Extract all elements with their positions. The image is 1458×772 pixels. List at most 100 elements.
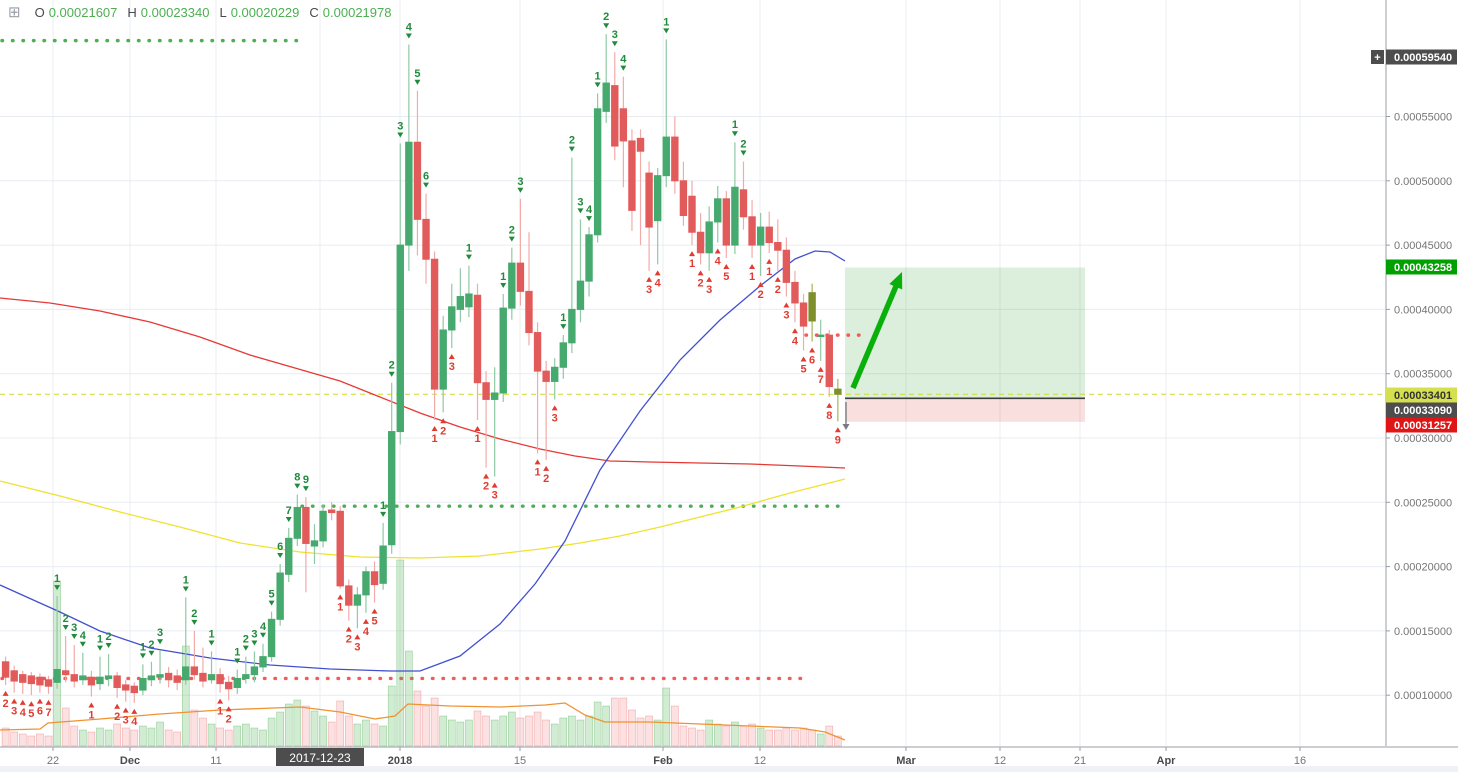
svg-text:3: 3 [251, 628, 257, 640]
svg-text:1: 1 [337, 601, 343, 613]
time-tick-label: 11 [210, 755, 221, 767]
svg-text:1: 1 [560, 312, 566, 324]
svg-text:2: 2 [389, 360, 395, 372]
price-badge: 0.00059540 [1386, 49, 1457, 65]
price-tick-label: 0.00015000 [1394, 626, 1452, 638]
svg-text:9: 9 [835, 434, 841, 446]
position-stop-zone [845, 398, 1085, 422]
svg-text:1: 1 [97, 634, 103, 646]
time-tick-label: Feb [653, 755, 673, 767]
time-tick-label: 12 [754, 755, 766, 767]
add-alert-plus-button[interactable]: + [1371, 50, 1384, 64]
time-tick-label: 2018 [388, 755, 412, 767]
svg-text:2: 2 [509, 225, 515, 237]
svg-text:0.00031257: 0.00031257 [1394, 420, 1452, 432]
svg-text:1: 1 [88, 709, 94, 721]
price-badge: 0.00033090 [1386, 402, 1457, 418]
price-axis[interactable]: 0.00055000 0.00050000 0.00045000 0.00040000… [1385, 0, 1458, 772]
svg-text:3: 3 [706, 284, 712, 296]
svg-text:7: 7 [286, 505, 292, 517]
svg-text:1: 1 [534, 466, 540, 478]
time-tick-label: 15 [514, 755, 526, 767]
trend-arrow-drawing[interactable] [850, 272, 903, 390]
price-tick-label: 0.00045000 [1394, 240, 1452, 252]
open-value: 0.00021607 [48, 5, 118, 20]
price-tick-label: 0.00040000 [1394, 304, 1452, 316]
svg-text:4: 4 [792, 335, 799, 347]
svg-text:2: 2 [440, 425, 446, 437]
volume-series [1, 559, 842, 747]
svg-text:4: 4 [363, 626, 370, 638]
date-crosshair-badge: 2017-12-23 [276, 748, 364, 767]
high-value: 0.00023340 [140, 5, 210, 20]
position-profit-zone [845, 267, 1085, 399]
svg-text:7: 7 [818, 374, 824, 386]
svg-text:1: 1 [140, 641, 146, 653]
svg-text:3: 3 [612, 29, 618, 41]
price-tick-label: 0.00035000 [1394, 369, 1452, 381]
svg-text:0.00059540: 0.00059540 [1394, 52, 1452, 64]
svg-text:1: 1 [749, 271, 755, 283]
price-tick-label: 0.00010000 [1394, 690, 1452, 702]
svg-text:4: 4 [586, 204, 593, 216]
svg-text:2: 2 [191, 608, 197, 620]
svg-text:1: 1 [663, 16, 669, 28]
low-label: L [219, 5, 227, 20]
svg-text:4: 4 [620, 54, 627, 66]
svg-text:4: 4 [715, 256, 722, 268]
time-tick-label: 16 [1294, 755, 1306, 767]
svg-text:3: 3 [11, 706, 17, 718]
svg-text:+: + [1374, 52, 1380, 64]
svg-text:1: 1 [595, 70, 601, 82]
svg-text:1: 1 [380, 500, 386, 512]
svg-text:2: 2 [543, 473, 549, 485]
price-badge: 0.00043258 [1386, 259, 1457, 275]
svg-text:2: 2 [483, 481, 489, 493]
scrollbar-strip[interactable] [0, 766, 1458, 772]
svg-text:1: 1 [208, 628, 214, 640]
svg-text:8: 8 [294, 472, 300, 484]
long-position-tool[interactable] [845, 267, 1085, 422]
price-badge: 0.00031257 [1386, 417, 1457, 433]
svg-text:2: 2 [603, 11, 609, 23]
svg-text:0.00033090: 0.00033090 [1394, 405, 1452, 417]
svg-text:3: 3 [449, 361, 455, 373]
legend-grid-icon[interactable]: ⊞ [8, 4, 21, 21]
price-tick-label: 0.00055000 [1394, 112, 1452, 124]
svg-text:5: 5 [269, 589, 275, 601]
svg-text:6: 6 [277, 541, 283, 553]
svg-text:3: 3 [397, 121, 403, 133]
svg-text:1: 1 [766, 266, 772, 278]
svg-text:3: 3 [783, 310, 789, 322]
svg-text:3: 3 [71, 622, 77, 634]
svg-text:2017-12-23: 2017-12-23 [289, 751, 351, 765]
svg-text:2: 2 [740, 139, 746, 151]
time-tick-label: Dec [120, 755, 140, 767]
svg-text:3: 3 [646, 284, 652, 296]
svg-text:3: 3 [354, 641, 360, 653]
svg-text:3: 3 [123, 715, 129, 727]
close-value: 0.00021978 [322, 5, 392, 20]
svg-text:1: 1 [234, 646, 240, 658]
svg-text:1: 1 [689, 258, 695, 270]
ma-blue-line [0, 250, 846, 672]
svg-text:3: 3 [517, 176, 523, 188]
svg-text:5: 5 [371, 616, 377, 628]
svg-text:6: 6 [809, 355, 815, 367]
svg-text:1: 1 [217, 706, 223, 718]
svg-text:4: 4 [406, 21, 413, 33]
grid-lines [0, 0, 1385, 746]
svg-text:2: 2 [775, 284, 781, 296]
down-arrow-marker[interactable] [842, 402, 850, 430]
price-tick-label: 0.00050000 [1394, 176, 1452, 188]
candlestick-series [1, 34, 842, 703]
svg-text:3: 3 [577, 196, 583, 208]
svg-text:2: 2 [3, 698, 9, 710]
low-value: 0.00020229 [230, 5, 300, 20]
svg-text:4: 4 [655, 277, 662, 289]
svg-text:5: 5 [800, 364, 806, 376]
svg-text:0.00043258: 0.00043258 [1394, 262, 1452, 274]
